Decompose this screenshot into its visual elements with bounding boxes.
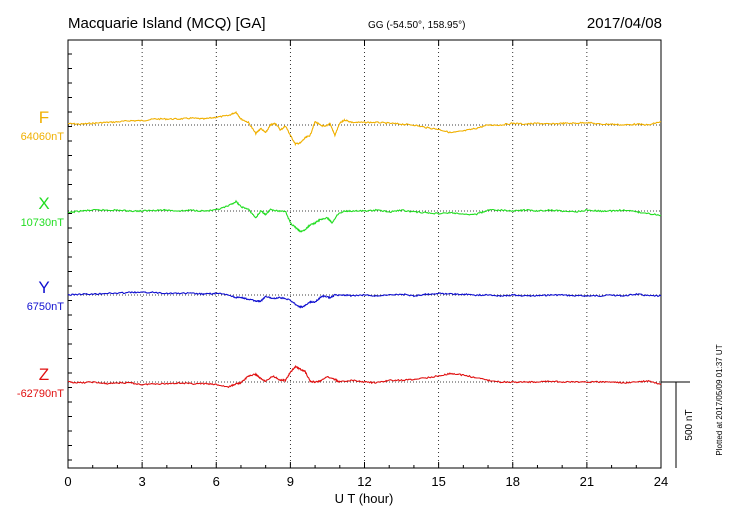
series-baseline-value-X: 10730nT [21, 217, 65, 229]
series-labels: F 64060nT X 10730nT Y 6750nT Z -62790nT [17, 108, 64, 400]
x-tick-label-0: 0 [64, 474, 71, 489]
series-line-F [67, 110, 662, 147]
x-tick-label-6: 6 [213, 474, 220, 489]
series-baseline-value-F: 64060nT [21, 131, 65, 143]
series-name-Z: Z [39, 365, 49, 384]
series-line-X [67, 199, 662, 233]
x-tick-label-12: 12 [357, 474, 371, 489]
x-tick-label-9: 9 [287, 474, 294, 489]
series-line-Z [67, 364, 662, 389]
x-tick-label-21: 21 [580, 474, 594, 489]
series-lines [67, 110, 662, 389]
grid-lines [141, 40, 588, 468]
series-name-Y: Y [38, 278, 49, 297]
series-line-Y [67, 291, 662, 309]
series-baselines [68, 124, 661, 383]
series-name-X: X [38, 194, 49, 213]
series-name-F: F [39, 108, 49, 127]
x-axis-label: U T (hour) [335, 491, 394, 506]
series-baseline-value-Z: -62790nT [17, 388, 64, 400]
scale-bar: 500 nT [661, 381, 695, 468]
series-baseline-value-Y: 6750nT [27, 301, 65, 313]
station-title: Macquarie Island (MCQ) [GA] [68, 15, 266, 32]
x-tick-label-15: 15 [431, 474, 445, 489]
scale-bar-label: 500 nT [684, 409, 695, 440]
plotted-timestamp: Plotted at 2017/05/09 01:37 UT [715, 344, 724, 455]
x-axis-ticks: 0 3 6 9 12 15 18 21 24 [64, 40, 668, 489]
x-tick-label-18: 18 [506, 474, 520, 489]
x-tick-label-24: 24 [654, 474, 668, 489]
plot-date: 2017/04/08 [587, 15, 662, 32]
station-coordinates: GG (-54.50°, 158.95°) [368, 20, 466, 31]
x-tick-label-3: 3 [139, 474, 146, 489]
